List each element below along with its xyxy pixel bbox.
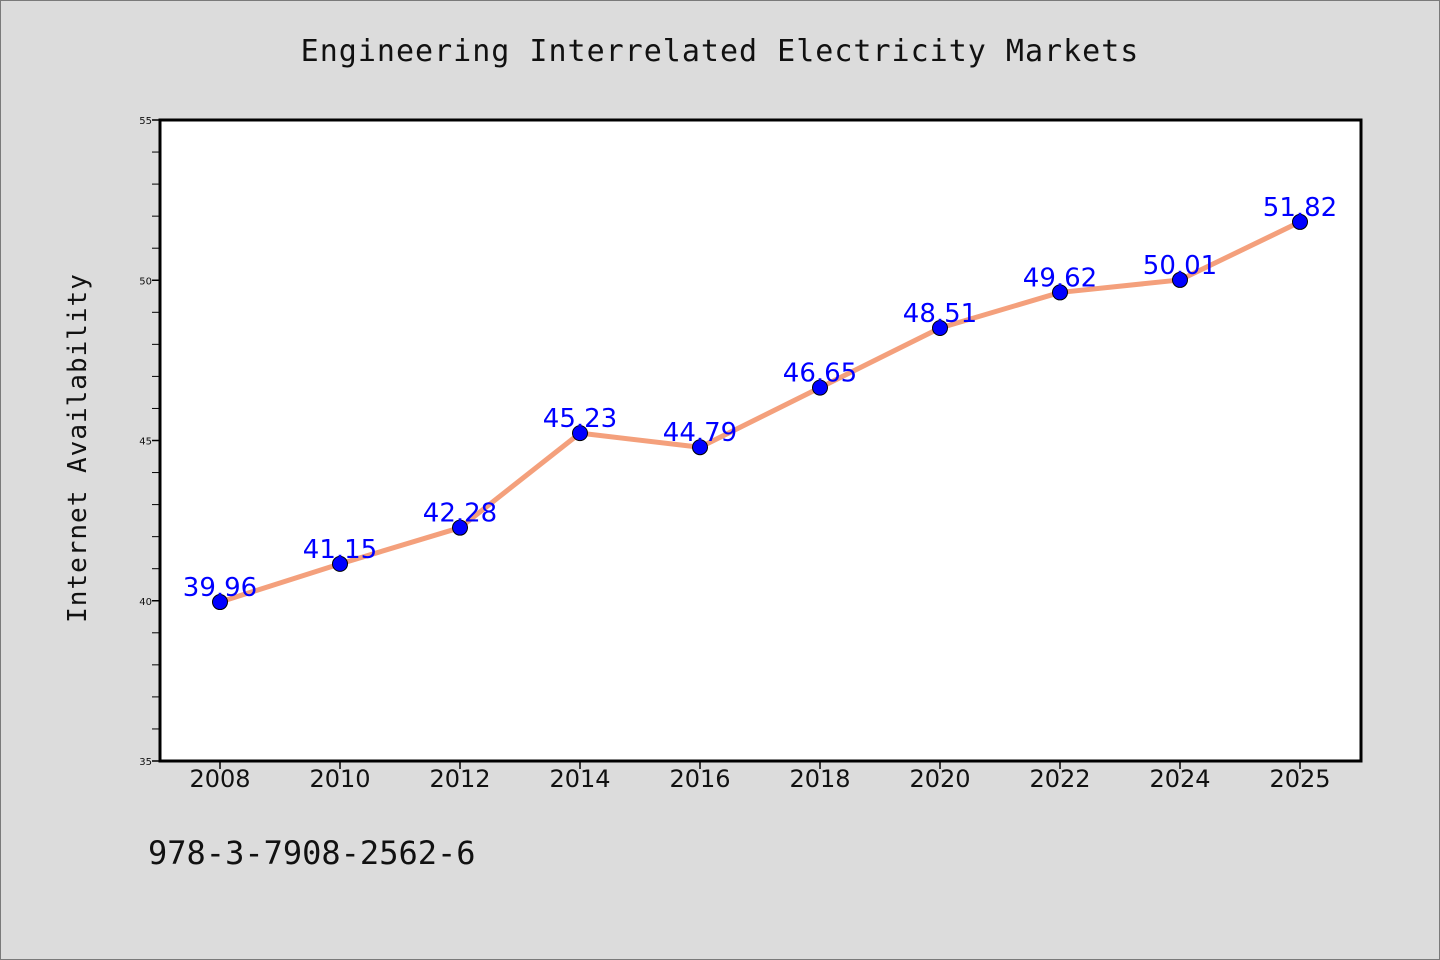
- x-tick-label: 2008: [189, 765, 250, 793]
- x-tick-label: 2018: [789, 765, 850, 793]
- y-axis: 35 40 45 50 55: [139, 116, 160, 768]
- data-labels: 39.96 41.15 42.28 45.23 44.79 46.65 48.51 49.62…: [183, 193, 1337, 603]
- data-point: [1052, 284, 1068, 301]
- data-label: 39.96: [183, 573, 257, 603]
- data-point: [1172, 271, 1188, 288]
- x-tick-label: 2022: [1029, 765, 1090, 793]
- y-tick-label: 40: [139, 597, 152, 608]
- y-tick-label: 35: [139, 757, 152, 768]
- x-tick-label: 2010: [309, 765, 370, 793]
- data-label: 48.51: [903, 299, 977, 329]
- data-label: 50.01: [1143, 251, 1217, 281]
- x-tick-label: 2020: [909, 765, 970, 793]
- data-label: 41.15: [303, 535, 377, 565]
- data-markers: [212, 213, 1308, 611]
- x-tick-label: 2016: [669, 765, 730, 793]
- data-point: [452, 519, 468, 536]
- y-tick-label: 45: [139, 437, 152, 448]
- data-point: [212, 594, 228, 611]
- data-point: [932, 320, 948, 337]
- x-tick-label: 2025: [1269, 765, 1330, 793]
- data-label: 45.23: [543, 404, 617, 434]
- data-label: 42.28: [423, 499, 497, 529]
- data-label: 46.65: [783, 359, 857, 389]
- x-tick-label: 2014: [549, 765, 610, 793]
- data-label: 49.62: [1023, 263, 1097, 293]
- data-point: [572, 425, 588, 442]
- plot-area: [158, 118, 1363, 763]
- data-point: [1292, 213, 1308, 230]
- chart-title: Engineering Interrelated Electricity Mar…: [300, 34, 1140, 69]
- x-axis: 2008 2010 2012 2014 2016 2018 2020 2022 2024 2025: [189, 761, 1331, 793]
- data-point: [692, 439, 708, 456]
- y-axis-label: Internet Availability: [63, 273, 93, 623]
- data-label: 44.79: [663, 418, 737, 448]
- isbn-text: 978-3-7908-2562-6: [148, 834, 476, 872]
- data-point: [332, 555, 348, 572]
- series-line: [217, 219, 1303, 605]
- data-point: [812, 379, 828, 396]
- x-tick-label: 2012: [429, 765, 490, 793]
- series-polyline: [217, 219, 1303, 605]
- x-tick-label: 2024: [1149, 765, 1210, 793]
- data-label: 51.82: [1263, 193, 1337, 223]
- y-tick-label: 50: [139, 276, 152, 287]
- y-tick-label: 55: [139, 116, 152, 127]
